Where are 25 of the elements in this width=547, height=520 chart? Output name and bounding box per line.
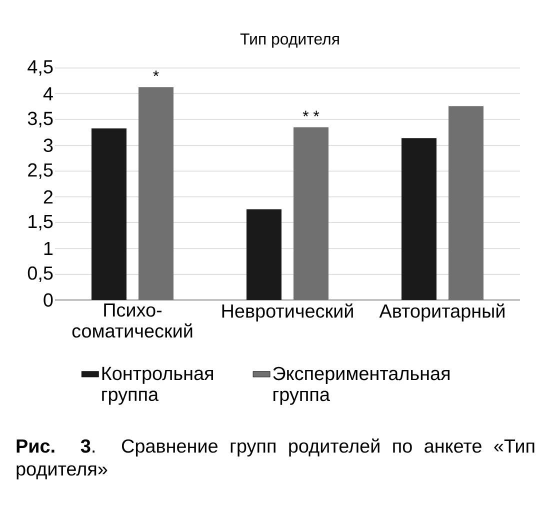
bar bbox=[92, 128, 126, 300]
bar bbox=[294, 127, 328, 300]
legend-label: Контрольная группа bbox=[102, 366, 213, 405]
bar bbox=[246, 209, 282, 300]
y-tick-label: 1,5 bbox=[28, 214, 53, 230]
bar bbox=[402, 138, 437, 300]
x-tick-label: Невротический bbox=[222, 304, 353, 322]
text: Рис. 3. Сравнение групп родителей по анкете «Тип родителя» bbox=[16, 438, 534, 480]
annotation: * * bbox=[302, 110, 320, 116]
y-tick-label: 0,5 bbox=[28, 266, 53, 282]
y-tick-label: 2,5 bbox=[28, 163, 53, 179]
y-tick-label: 3 bbox=[44, 138, 53, 152]
x-tick-label: Психо-соматический bbox=[72, 304, 192, 338]
bar bbox=[448, 106, 484, 300]
chart-title: Тип родителя bbox=[240, 34, 339, 48]
y-tick-label: 1 bbox=[44, 242, 53, 255]
y-tick-label: 2 bbox=[44, 190, 53, 204]
y-tick-label: 3,5 bbox=[28, 112, 53, 128]
y-tick-label: 0 bbox=[44, 293, 53, 307]
legend-label: Экспериментальная группа bbox=[273, 366, 450, 405]
bar bbox=[138, 87, 174, 300]
y-tick-label: 4 bbox=[43, 87, 53, 100]
x-tick-label: Авторитарный bbox=[379, 304, 504, 322]
annotation: * bbox=[153, 70, 159, 76]
y-tick-label: 4,5 bbox=[28, 60, 53, 76]
